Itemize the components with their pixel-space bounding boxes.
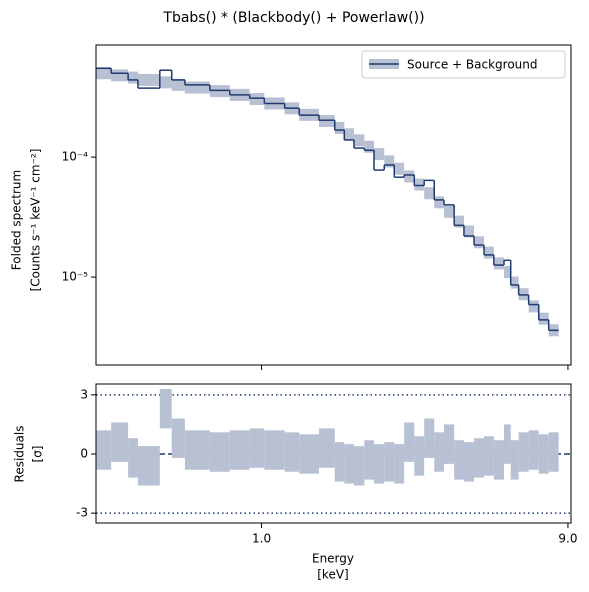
- residual-bar: [443, 424, 455, 464]
- residual-bar: [159, 388, 172, 429]
- model-band: [538, 312, 549, 325]
- residual-bar: [493, 440, 505, 480]
- residual-bar: [184, 430, 210, 470]
- y-label: [Counts s⁻¹ keV⁻¹ cm⁻²]: [29, 149, 43, 292]
- model-band: [374, 148, 385, 161]
- residual-y-tick-label: -3: [76, 506, 88, 520]
- model-band: [443, 205, 455, 218]
- residual-bar: [96, 430, 112, 470]
- model-band: [510, 276, 519, 289]
- model-band: [404, 170, 415, 183]
- residual-bar: [344, 444, 354, 484]
- plot-frame: [95, 44, 572, 366]
- model-band: [171, 78, 185, 91]
- model-band: [159, 76, 172, 89]
- residual-bar: [299, 434, 320, 474]
- model-band: [184, 81, 210, 94]
- residual-y-tick-label: 3: [80, 387, 88, 401]
- residual-y-tick-label: 0: [80, 446, 88, 460]
- residual-bar: [249, 428, 265, 468]
- residual-bar: [171, 418, 185, 458]
- model-band: [344, 128, 354, 141]
- residual-bar: [334, 442, 345, 482]
- residual-bar: [374, 444, 385, 484]
- model-band: [463, 225, 475, 238]
- y-tick-label: 10⁻⁴: [62, 150, 89, 164]
- residual-bar: [548, 432, 559, 472]
- residual-bar: [518, 432, 529, 472]
- model-band: [137, 73, 160, 86]
- residual-bar: [510, 440, 519, 480]
- model-band: [111, 69, 129, 82]
- model-band: [493, 257, 505, 270]
- model-band: [484, 246, 494, 259]
- model-band: [249, 93, 265, 106]
- residual-bar: [484, 436, 494, 476]
- residual-bar: [384, 442, 395, 482]
- residual-y-label: [σ]: [31, 446, 45, 463]
- model-band: [353, 134, 365, 147]
- model-band: [424, 187, 435, 200]
- model-band: [364, 140, 375, 153]
- model-band: [504, 266, 511, 279]
- residual-bar: [284, 432, 300, 472]
- model-band: [414, 178, 425, 191]
- residual-bar: [111, 422, 129, 462]
- x-tick-label: 1.0: [252, 532, 271, 546]
- residual-bar: [528, 430, 539, 470]
- model-band: [528, 300, 539, 313]
- model-band: [394, 162, 405, 175]
- residual-bar: [414, 436, 425, 476]
- residual-bar: [319, 428, 335, 468]
- x-label: Energy: [312, 552, 354, 566]
- model-band: [434, 196, 444, 209]
- chart-title: Tbabs() * (Blackbody() + Powerlaw()): [162, 10, 424, 26]
- residual-bar: [538, 434, 549, 474]
- residual-bar: [264, 430, 285, 470]
- residual-bar: [504, 424, 511, 464]
- residual-bar: [474, 438, 485, 478]
- model-band: [334, 121, 345, 134]
- legend-label: Source + Background: [407, 58, 538, 72]
- residual-bar: [463, 442, 475, 482]
- residual-bar: [454, 440, 464, 480]
- x-label: [keV]: [317, 568, 348, 582]
- model-band: [384, 155, 395, 168]
- residual-bar: [394, 444, 405, 484]
- model-band: [128, 71, 138, 84]
- residual-bar: [434, 432, 444, 472]
- model-band: [474, 236, 485, 249]
- residual-bar: [353, 446, 365, 486]
- residual-bar: [209, 432, 230, 472]
- residual-y-label: Residuals: [13, 426, 27, 483]
- y-tick-label: 10⁻⁵: [62, 270, 89, 284]
- x-tick-label: 9.0: [558, 532, 577, 546]
- residual-bar: [128, 438, 138, 478]
- residual-bar: [229, 430, 250, 470]
- model-band: [454, 215, 464, 228]
- y-label: Folded spectrum: [10, 170, 24, 270]
- model-band: [96, 67, 112, 80]
- residual-bar: [404, 422, 415, 462]
- legend-box: [361, 50, 566, 79]
- residual-bar: [364, 440, 375, 480]
- residual-bar: [424, 418, 435, 458]
- model-band: [319, 114, 335, 127]
- residual-bar: [137, 446, 160, 486]
